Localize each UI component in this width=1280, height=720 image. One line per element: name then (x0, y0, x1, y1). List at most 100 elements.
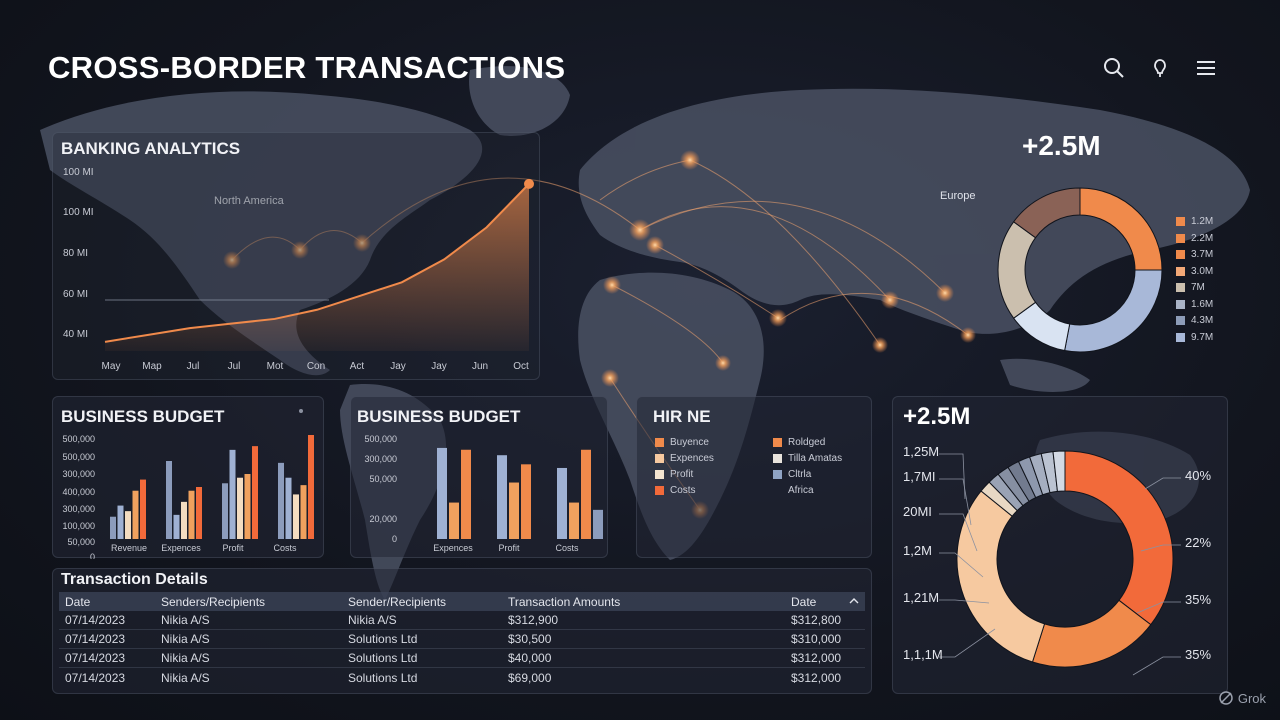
cell-date: 07/14/2023 (65, 632, 126, 646)
table-row[interactable]: 07/14/2023 Nikia A/S Solutions Ltd $40,0… (59, 649, 865, 668)
transaction-arcs (231, 159, 969, 511)
legend-label: 3.7M (1191, 249, 1214, 260)
banking-analytics-panel: BANKING ANALYTICS 100 MI 100 MI 80 MI 60 MI… (52, 132, 540, 380)
legend-item: Cltrla (773, 469, 811, 480)
y-tick-label: 80 MI (63, 248, 88, 259)
legend-item: Roldged (773, 437, 825, 448)
bar (293, 494, 299, 539)
cell-recipient: Nikia A/S (348, 613, 397, 627)
x-tick-label: Jun (472, 361, 488, 372)
donut-left-label: 1,25M (903, 444, 940, 459)
legend-item: Costs (655, 485, 696, 496)
series-line (104, 183, 530, 343)
x-tick-label: Jay (431, 361, 447, 372)
donut-slice (997, 221, 1037, 319)
bar (509, 482, 519, 539)
legend-swatch (1176, 250, 1185, 259)
table-row[interactable]: 07/14/2023 Nikia A/S Solutions Ltd $69,0… (59, 668, 865, 687)
legend-item: 1.2M (1176, 216, 1213, 227)
bar (557, 467, 567, 539)
legend-item: Africa (773, 485, 814, 496)
bar (593, 509, 603, 539)
table-row[interactable]: 07/14/2023 Nikia A/S Solutions Ltd $30,5… (59, 630, 865, 649)
legend-swatch (1176, 266, 1185, 276)
brand-watermark: Grok (1218, 690, 1266, 706)
hirne-panel: HIR NE Buyence Expences Profit Costs Roldged… (636, 396, 872, 558)
donut-slice (1052, 450, 1066, 492)
lightbulb-icon[interactable] (1146, 54, 1174, 82)
toolbar (1100, 54, 1220, 82)
x-tick-label: Profit (222, 543, 244, 553)
cell-sender: Nikia A/S (161, 670, 210, 685)
cell-recipient: Solutions Ltd (348, 670, 418, 685)
leader-line (939, 628, 996, 658)
legend-swatch (773, 486, 782, 495)
business-budget-chart-1: 500,000 500,000 300,000 400,000 300,000 100,0… (62, 434, 314, 559)
y-tick-label: 100,000 (62, 521, 95, 531)
column-header-date[interactable]: Date (65, 594, 91, 609)
legend-label: Africa (788, 485, 814, 496)
legend-swatch (1176, 233, 1185, 243)
donut-left-label: 1,2M (903, 543, 932, 558)
x-tick-label: Profit (498, 543, 520, 553)
bar (497, 455, 507, 539)
donut-slice (1079, 187, 1163, 271)
hirne-title: HIR NE (653, 407, 711, 426)
cell-total: $312,000 (791, 651, 842, 665)
leader-line (939, 552, 984, 578)
legend-label: 4.3M (1191, 315, 1214, 326)
column-header-sender[interactable]: Sender/Recipients (348, 594, 447, 609)
donut-left-label: 1,1,1M (903, 647, 943, 662)
legend-swatch (655, 454, 664, 463)
more-options-icon[interactable] (299, 409, 303, 413)
legend-swatch (655, 438, 664, 447)
menu-icon[interactable] (1192, 54, 1220, 82)
y-tick-label: 20,000 (369, 514, 397, 524)
cell-total: $312,800 (791, 613, 842, 627)
column-header-amounts[interactable]: Transaction Amounts (508, 594, 621, 609)
bar (125, 511, 131, 539)
cell-sender: Nikia A/S (161, 651, 210, 665)
x-tick-label: Map (142, 361, 162, 372)
column-header-date-2[interactable]: Date (791, 594, 817, 609)
search-icon[interactable] (1100, 54, 1128, 82)
donut-slice (1012, 187, 1081, 239)
business-budget-title-1: BUSINESS BUDGET (61, 407, 225, 426)
bar (300, 485, 307, 539)
legend-item: 2.2M (1176, 233, 1213, 244)
cell-recipient: Solutions Ltd (348, 651, 418, 665)
bar (166, 461, 172, 539)
bar (132, 490, 139, 539)
x-tick-label: Expences (161, 543, 201, 553)
x-tick-label: Revenue (111, 543, 147, 553)
y-tick-label: 100 MI (63, 207, 94, 218)
donut-right-label: 40% (1185, 468, 1212, 483)
endpoint-marker (524, 178, 534, 189)
x-tick-label: Jay (390, 361, 406, 372)
y-tick-label: 0 (392, 534, 397, 544)
leader-line (939, 599, 990, 604)
leader-line (1132, 656, 1181, 676)
y-tick-label: 0 (90, 552, 95, 559)
chevron-up-icon[interactable] (849, 596, 859, 606)
bar (181, 501, 187, 539)
bar (252, 446, 258, 539)
leader-line (1136, 601, 1181, 614)
legend-swatch (1176, 217, 1185, 226)
x-tick-label: Jul (228, 361, 241, 372)
column-header-senders[interactable]: Senders/Recipients (161, 594, 266, 609)
donut-slice (1064, 269, 1163, 353)
table-row[interactable]: 07/14/2023 Nikia A/S Nikia A/S $312,900 … (59, 611, 865, 630)
bottom-donut-chart (939, 450, 1181, 676)
legend-swatch (655, 470, 664, 479)
bar (188, 490, 195, 539)
greenland-shape (469, 66, 570, 136)
bar (229, 449, 236, 539)
bar (140, 479, 146, 539)
legend-label: Costs (670, 485, 696, 496)
bar (244, 474, 251, 539)
y-tick-label: 100 MI (63, 167, 94, 178)
x-tick-label: Con (307, 361, 325, 372)
banking-analytics-title: BANKING ANALYTICS (61, 139, 241, 158)
